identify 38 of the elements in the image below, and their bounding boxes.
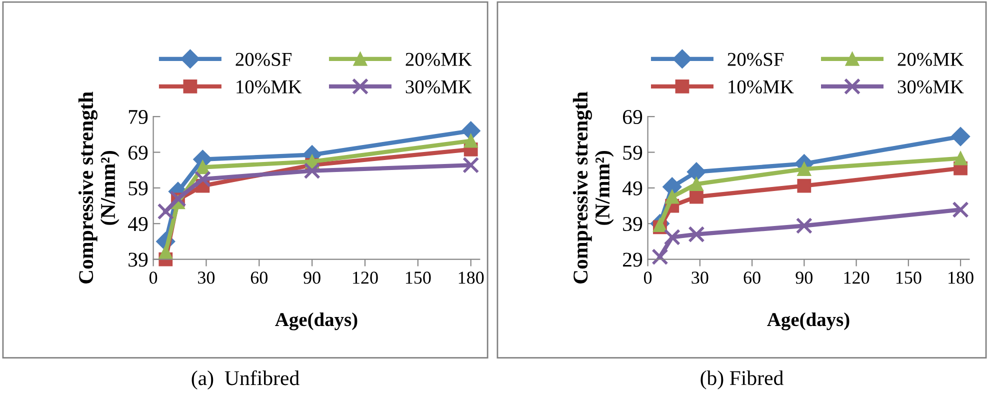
x-tick-label: 180 (458, 272, 484, 284)
text: (a) Unfibred (192, 370, 300, 390)
legend-label: 10%MK (236, 80, 302, 94)
legend-label: 20%MK (898, 52, 964, 66)
x-tick-label: 0 (149, 272, 158, 284)
x-tick-label: 120 (844, 272, 870, 284)
legend-label: 10%MK (728, 80, 794, 94)
x-tick-label: 120 (353, 272, 378, 284)
y-tick-label: 39 (623, 217, 642, 232)
x-tick-label: 30 (692, 272, 708, 284)
y-tick-label: 69 (128, 146, 148, 160)
x-tick-label: 150 (406, 272, 431, 284)
y-axis-title: Compressive strength (N/mm²) (572, 92, 614, 284)
y-tick-label: 49 (622, 181, 642, 196)
y-tick-label: 79 (128, 110, 148, 124)
y-axis-title: Compressive strength (N/mm²) (78, 92, 120, 284)
y-tick-label: 49 (128, 217, 148, 232)
text: (b) Fibred (700, 370, 784, 390)
legend-label: 20%MK (406, 52, 472, 66)
y-tick-label: 59 (128, 181, 148, 196)
legend-label: 20%SF (236, 52, 292, 66)
x-axis-title: Age(days) (275, 312, 358, 330)
legend-label: 30%MK (406, 80, 472, 94)
legend-label: 30%MK (898, 80, 964, 94)
x-tick-label: 150 (896, 272, 922, 284)
x-axis-title: Age(days) (767, 312, 850, 330)
x-tick-label: 0 (644, 272, 652, 284)
x-tick-label: 60 (250, 272, 268, 284)
legend-label: 20%SF (728, 52, 784, 66)
x-tick-label: 90 (796, 272, 813, 284)
x-tick-label: 60 (744, 272, 760, 284)
y-tick-label: 69 (622, 110, 642, 124)
x-tick-label: 180 (948, 272, 974, 284)
x-tick-label: 90 (304, 272, 320, 284)
y-tick-label: 39 (128, 252, 148, 267)
y-tick-label: 59 (623, 146, 642, 160)
x-tick-label: 30 (198, 272, 215, 284)
y-tick-label: 29 (623, 252, 642, 267)
